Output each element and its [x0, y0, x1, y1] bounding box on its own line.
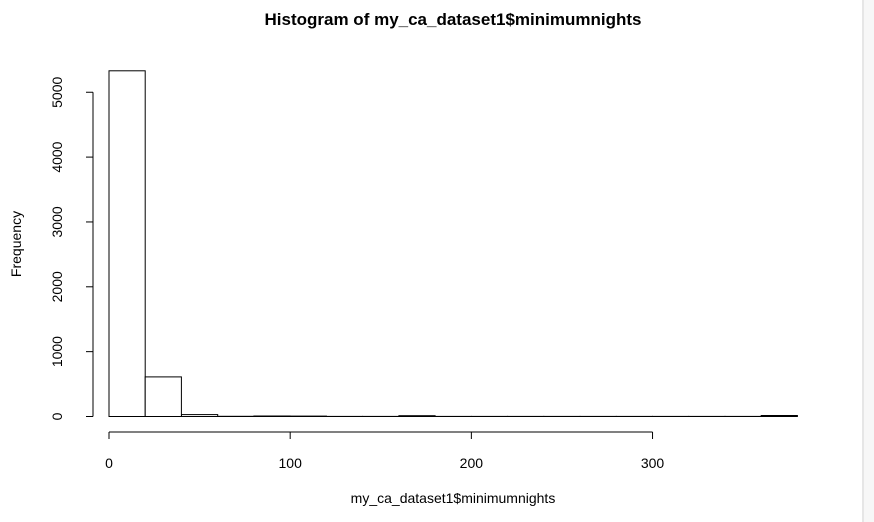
x-axis: 0 100 200 300 — [105, 431, 665, 471]
x-tick-label: 100 — [279, 455, 303, 471]
y-tick-label: 0 — [49, 412, 65, 420]
y-tick-label: 5000 — [49, 77, 65, 108]
y-tick-label: 4000 — [49, 141, 65, 172]
y-tick-label: 1000 — [49, 336, 65, 367]
y-axis: 0 1000 2000 3000 4000 5000 — [49, 77, 94, 420]
histogram-bar-18 — [760, 415, 798, 417]
y-axis-label: Frequency — [8, 211, 24, 277]
histogram-bar-1 — [144, 376, 182, 417]
histogram-bar-8 — [398, 415, 436, 418]
x-tick-label: 300 — [641, 455, 665, 471]
bars-group — [108, 70, 798, 418]
histogram-bar-0 — [108, 70, 146, 418]
chart-title: Histogram of my_ca_dataset1$minimumnight… — [265, 10, 642, 29]
panel-border — [862, 0, 864, 522]
histogram-bar-2 — [181, 414, 219, 418]
scrollbar-track[interactable] — [864, 0, 874, 522]
histogram-bar-4 — [253, 415, 291, 417]
x-tick-label: 0 — [105, 455, 113, 471]
y-tick-label: 3000 — [49, 206, 65, 237]
y-tick-label: 2000 — [49, 271, 65, 302]
x-axis-label: my_ca_dataset1$minimumnights — [351, 490, 556, 506]
x-tick-label: 200 — [460, 455, 484, 471]
